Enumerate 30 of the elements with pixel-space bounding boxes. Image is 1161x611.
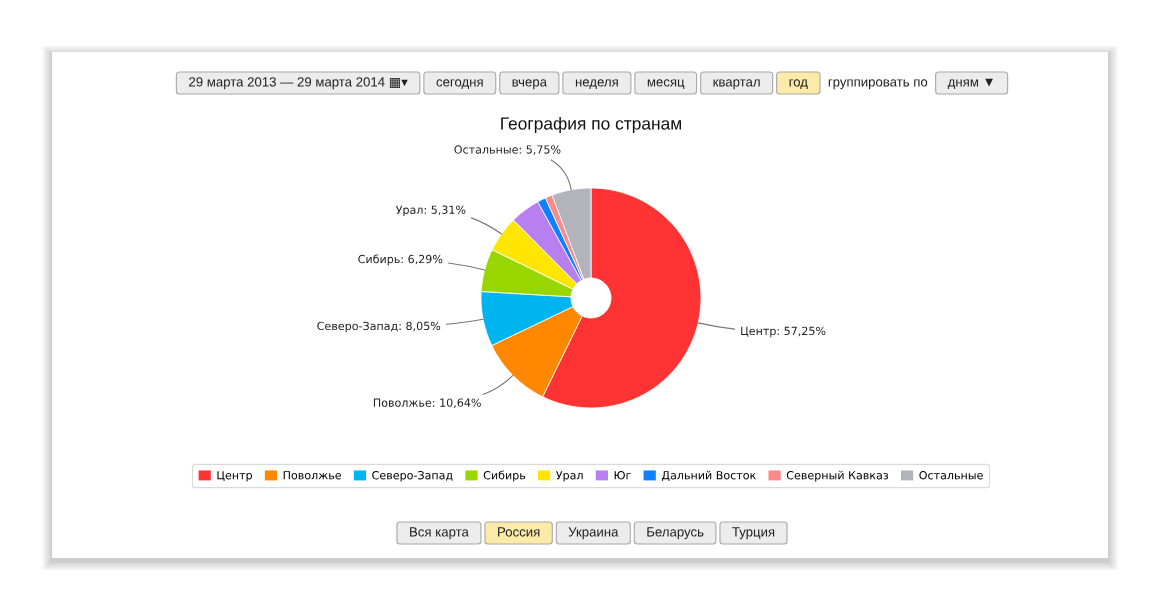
- text: дням ▼: [947, 78, 993, 90]
- data-label: Северо-Запад: 8,05%: [317, 321, 441, 333]
- legend-label: Остальные: [919, 470, 983, 480]
- text: вчера: [512, 79, 547, 90]
- legend-label: Центр: [217, 471, 253, 482]
- text: квартал: [713, 79, 760, 90]
- legend-label: Сибирь: [483, 470, 526, 482]
- text: сегодня: [436, 79, 483, 90]
- text: неделя: [575, 79, 618, 90]
- text: Россия: [498, 527, 540, 537]
- legend-label: Поволжье: [283, 471, 342, 480]
- text: Украина: [568, 527, 619, 540]
- data-label: Урал: 5,31%: [395, 205, 466, 217]
- data-label: Сибирь: 6,29%: [358, 254, 443, 266]
- text: Турция: [732, 527, 775, 540]
- chart-title: География по странам: [501, 116, 681, 134]
- text: Беларусь: [647, 527, 704, 540]
- legend-label: Северный Кавказ: [786, 470, 889, 482]
- text: год: [789, 79, 808, 90]
- text: месяц: [647, 79, 685, 90]
- text: группировать по: [828, 79, 928, 90]
- data-label: Остальные: 5,75%: [454, 145, 561, 155]
- text: Вся карта: [410, 527, 469, 540]
- data-label: Центр: 57,25%: [741, 326, 826, 338]
- legend-label: Северо-Запад: [372, 470, 453, 482]
- legend-label: Урал: [555, 471, 583, 482]
- text: 29 марта 2013 — 29 марта 2014 ▦▾: [189, 77, 408, 90]
- data-label: Поволжье: 10,64%: [373, 398, 481, 408]
- legend-label: Юг: [614, 470, 631, 480]
- legend-label: Дальний Восток: [661, 470, 756, 481]
